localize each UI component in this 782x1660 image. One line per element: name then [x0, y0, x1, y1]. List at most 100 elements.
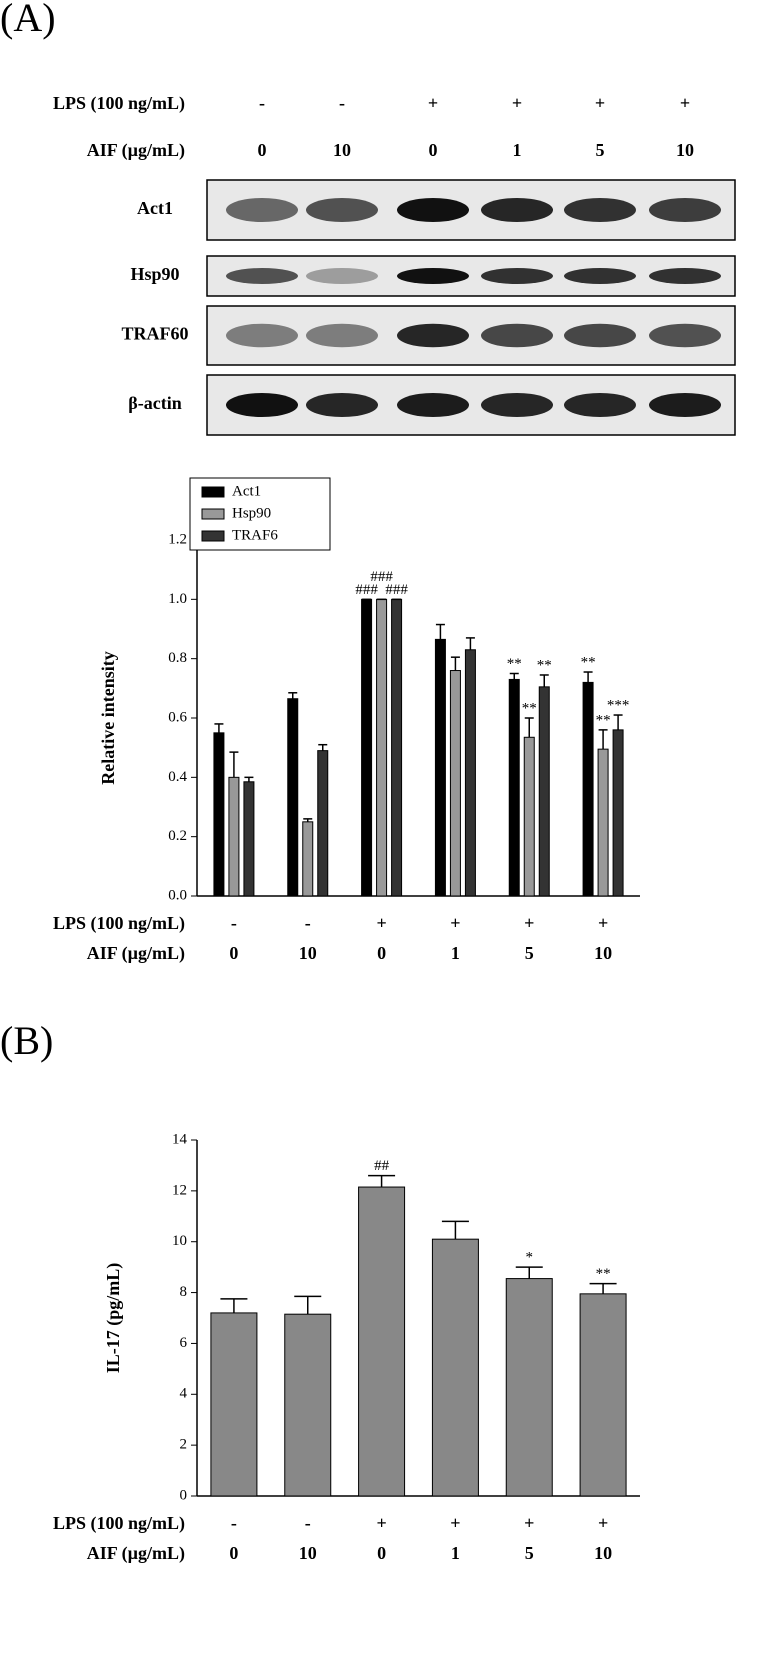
band: [649, 268, 721, 284]
band: [564, 198, 636, 222]
bar: [434, 638, 446, 897]
bar: [431, 1238, 479, 1497]
condition-value: 0: [229, 943, 238, 963]
bar: [287, 698, 299, 897]
bar: [464, 649, 476, 897]
panel-label: (A): [0, 0, 56, 40]
band: [564, 323, 636, 348]
band: [564, 393, 636, 417]
y-tick-label: 0.2: [168, 828, 187, 844]
legend-swatch: [201, 508, 225, 520]
condition-value: +: [450, 1513, 460, 1533]
bar: [582, 681, 594, 897]
blot-row-label: TRAF60: [122, 324, 189, 344]
condition-value: +: [595, 93, 605, 113]
band: [481, 393, 553, 417]
significance-label: **: [596, 712, 611, 728]
condition-value: 1: [451, 1543, 460, 1563]
bar: [597, 748, 609, 897]
legend-label: Hsp90: [232, 505, 271, 521]
bar: [361, 598, 373, 897]
band: [306, 268, 378, 284]
band: [306, 323, 378, 348]
condition-value: +: [598, 913, 608, 933]
y-axis-label: IL-17 (pg/mL): [103, 1263, 124, 1374]
condition-value: 0: [229, 1543, 238, 1563]
condition-value: 5: [525, 1543, 534, 1563]
condition-label: AIF (µg/mL): [87, 140, 185, 161]
band: [397, 198, 469, 222]
condition-value: 1: [451, 943, 460, 963]
condition-value: 0: [377, 1543, 386, 1563]
significance-label: **: [537, 657, 552, 673]
y-tick-label: 10: [172, 1233, 187, 1249]
bar: [449, 670, 461, 897]
band: [306, 393, 378, 417]
y-tick-label: 0: [180, 1487, 188, 1503]
significance-label: ###: [385, 582, 408, 598]
condition-value: -: [305, 913, 311, 933]
significance-label: ##: [374, 1158, 390, 1174]
condition-value: -: [339, 93, 345, 113]
y-tick-label: 4: [180, 1386, 188, 1402]
condition-value: -: [231, 913, 237, 933]
condition-value: 1: [513, 140, 522, 160]
blot-row-label: β-actin: [128, 393, 181, 413]
bar: [505, 1278, 553, 1497]
band: [397, 268, 469, 284]
condition-value: 10: [299, 1543, 317, 1563]
significance-label: *: [526, 1250, 534, 1266]
legend-label: TRAF6: [232, 527, 278, 543]
condition-value: +: [524, 913, 534, 933]
bar: [317, 750, 329, 897]
significance-label: **: [522, 700, 537, 716]
panel-label: (B): [0, 1018, 53, 1063]
band: [306, 198, 378, 222]
significance-label: **: [581, 654, 596, 670]
bar: [228, 776, 240, 897]
y-tick-label: 8: [180, 1284, 188, 1300]
bar: [538, 686, 550, 897]
y-tick-label: 0.4: [168, 769, 187, 785]
bar: [376, 598, 388, 897]
condition-label: LPS (100 ng/mL): [53, 93, 185, 114]
condition-label: AIF (µg/mL): [87, 943, 185, 964]
band: [397, 323, 469, 348]
condition-value: -: [231, 1513, 237, 1533]
band: [481, 323, 553, 348]
condition-value: 10: [333, 140, 351, 160]
band: [481, 268, 553, 284]
y-axis-label: Relative intensity: [98, 651, 118, 784]
y-tick-label: 1.2: [168, 531, 187, 547]
significance-label: ***: [607, 697, 630, 713]
bar: [612, 729, 624, 897]
significance-label: **: [596, 1266, 611, 1282]
condition-value: 0: [258, 140, 267, 160]
bar: [302, 821, 314, 897]
legend-swatch: [201, 486, 225, 498]
y-tick-label: 0.6: [168, 709, 187, 725]
significance-label: **: [507, 656, 522, 672]
blot-row-label: Hsp90: [130, 264, 179, 284]
bar: [579, 1293, 627, 1497]
bar: [523, 736, 535, 897]
condition-value: +: [450, 913, 460, 933]
condition-value: +: [376, 913, 386, 933]
condition-label: LPS (100 ng/mL): [53, 913, 185, 934]
y-tick-label: 14: [172, 1131, 188, 1147]
band: [649, 323, 721, 348]
band: [649, 393, 721, 417]
condition-value: 10: [594, 1543, 612, 1563]
y-tick-label: 0.8: [168, 650, 187, 666]
condition-value: +: [680, 93, 690, 113]
condition-label: AIF (µg/mL): [87, 1543, 185, 1564]
condition-value: -: [259, 93, 265, 113]
condition-value: 10: [299, 943, 317, 963]
condition-value: +: [512, 93, 522, 113]
band: [226, 268, 298, 284]
y-tick-label: 6: [180, 1335, 188, 1351]
band: [226, 198, 298, 222]
y-tick-label: 12: [172, 1182, 187, 1198]
western-blot: [206, 179, 736, 436]
